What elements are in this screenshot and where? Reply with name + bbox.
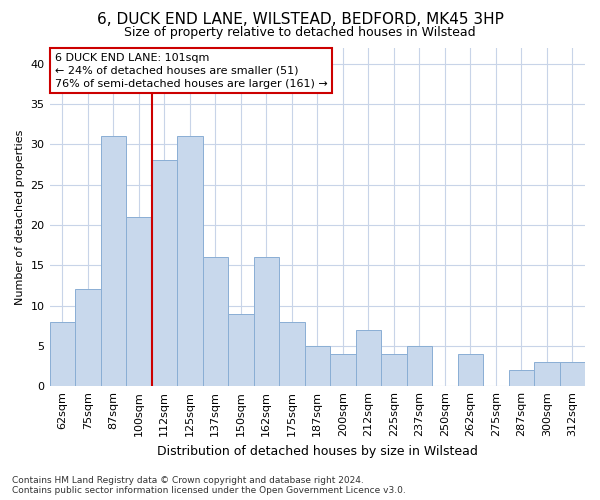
Text: Contains HM Land Registry data © Crown copyright and database right 2024.
Contai: Contains HM Land Registry data © Crown c… [12,476,406,495]
Bar [279,322,305,386]
Bar [152,160,177,386]
Bar [305,346,330,386]
Bar [381,354,407,386]
Bar [75,290,101,386]
Bar [254,257,279,386]
Bar [228,314,254,386]
Bar [356,330,381,386]
Text: 6, DUCK END LANE, WILSTEAD, BEDFORD, MK45 3HP: 6, DUCK END LANE, WILSTEAD, BEDFORD, MK4… [97,12,503,28]
Bar [458,354,483,386]
Bar [509,370,534,386]
Bar [50,322,75,386]
Text: Size of property relative to detached houses in Wilstead: Size of property relative to detached ho… [124,26,476,39]
Bar [330,354,356,386]
X-axis label: Distribution of detached houses by size in Wilstead: Distribution of detached houses by size … [157,444,478,458]
Y-axis label: Number of detached properties: Number of detached properties [15,129,25,304]
Bar [534,362,560,386]
Bar [203,257,228,386]
Bar [407,346,432,386]
Bar [101,136,126,386]
Bar [560,362,585,386]
Bar [177,136,203,386]
Bar [126,217,152,386]
Text: 6 DUCK END LANE: 101sqm
← 24% of detached houses are smaller (51)
76% of semi-de: 6 DUCK END LANE: 101sqm ← 24% of detache… [55,52,328,89]
